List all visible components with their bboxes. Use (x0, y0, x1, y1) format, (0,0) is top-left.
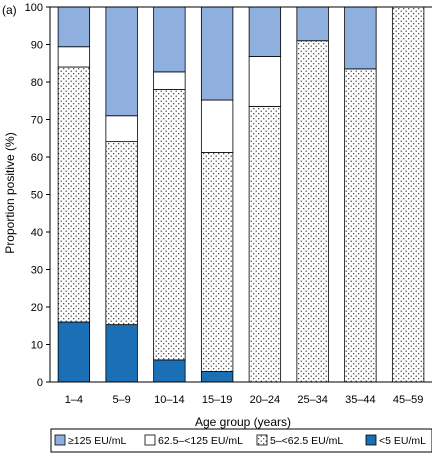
bar-segment-6-4 (296, 6, 329, 42)
bar-segment-2-3 (105, 115, 138, 143)
y-tick-label: 60 (31, 152, 43, 164)
y-tick-label: 70 (31, 115, 43, 127)
y-axis-title-group: Proportion positive (%) (3, 132, 17, 253)
bar-segment-3-1 (153, 359, 186, 383)
legend-label: ≥125 EU/mL (68, 435, 126, 447)
bar-segment-5-2 (248, 105, 282, 383)
bar-segment-7-4 (344, 6, 377, 70)
bar-segment-2-1 (105, 324, 138, 383)
x-tick-label: 35–44 (345, 394, 376, 406)
bar-segment-4-4 (200, 6, 234, 101)
bar-segment-4-3 (200, 99, 234, 153)
bar-segment-8-2 (391, 6, 425, 383)
legend-label: 5–<62.5 EU/mL (270, 435, 343, 447)
y-tick-label: 20 (31, 302, 43, 314)
legend-swatch (54, 434, 66, 446)
y-tick-label: 90 (31, 40, 43, 52)
x-tick-label: 20–24 (250, 394, 281, 406)
y-tick-label: 10 (31, 340, 43, 352)
bar-segment-3-3 (153, 71, 186, 90)
bar-segment-5-4 (248, 6, 282, 57)
bar-segment-1-1 (57, 321, 91, 383)
legend-swatch (144, 434, 156, 446)
x-tick-label: 5–9 (112, 394, 130, 406)
x-tick-label: 1–4 (65, 394, 83, 406)
y-tick-label: 100 (25, 2, 43, 14)
bar-segment-3-2 (153, 89, 186, 361)
bar-segment-6-2 (296, 40, 329, 383)
bar-segment-1-2 (57, 66, 91, 323)
bar-segment-7-2 (344, 68, 377, 383)
bar-segment-3-4 (153, 6, 186, 73)
bar-segment-4-2 (200, 152, 234, 372)
x-tick-label: 15–19 (202, 394, 233, 406)
legend: ≥125 EU/mL 62.5–<125 EU/mL 5–<62.5 EU/mL <5… (50, 428, 432, 453)
panel-label: (a) (2, 3, 17, 17)
bar-segment-5-3 (248, 56, 282, 107)
y-tick-label: 30 (31, 265, 43, 277)
y-tick-label: 80 (31, 77, 43, 89)
y-tick-label: 0 (37, 377, 43, 389)
y-tick-label: 40 (31, 227, 43, 239)
bar-segment-2-4 (105, 6, 138, 117)
y-tick-label: 50 (31, 190, 43, 202)
x-axis-title: Age group (years) (195, 415, 291, 429)
y-axis-title: Proportion positive (%) (3, 132, 17, 253)
legend-label: <5 EU/mL (379, 435, 426, 447)
legend-frame (50, 428, 432, 453)
bar-segment-1-4 (57, 6, 91, 48)
x-tick-label: 10–14 (154, 394, 185, 406)
legend-swatch (256, 434, 268, 446)
bar-segment-1-3 (57, 46, 91, 68)
plot-area: 1–4 5–9 10–14 15–19 20–24 25–34 35–44 45–59 0 10 2… (25, 2, 432, 406)
x-tick-label: 45–59 (393, 394, 424, 406)
bar-segment-4-1 (200, 371, 234, 383)
legend-label: 62.5–<125 EU/mL (158, 435, 243, 447)
legend-swatch (365, 434, 377, 446)
x-tick-label: 25–34 (297, 394, 328, 406)
bar-segment-2-2 (105, 141, 138, 326)
